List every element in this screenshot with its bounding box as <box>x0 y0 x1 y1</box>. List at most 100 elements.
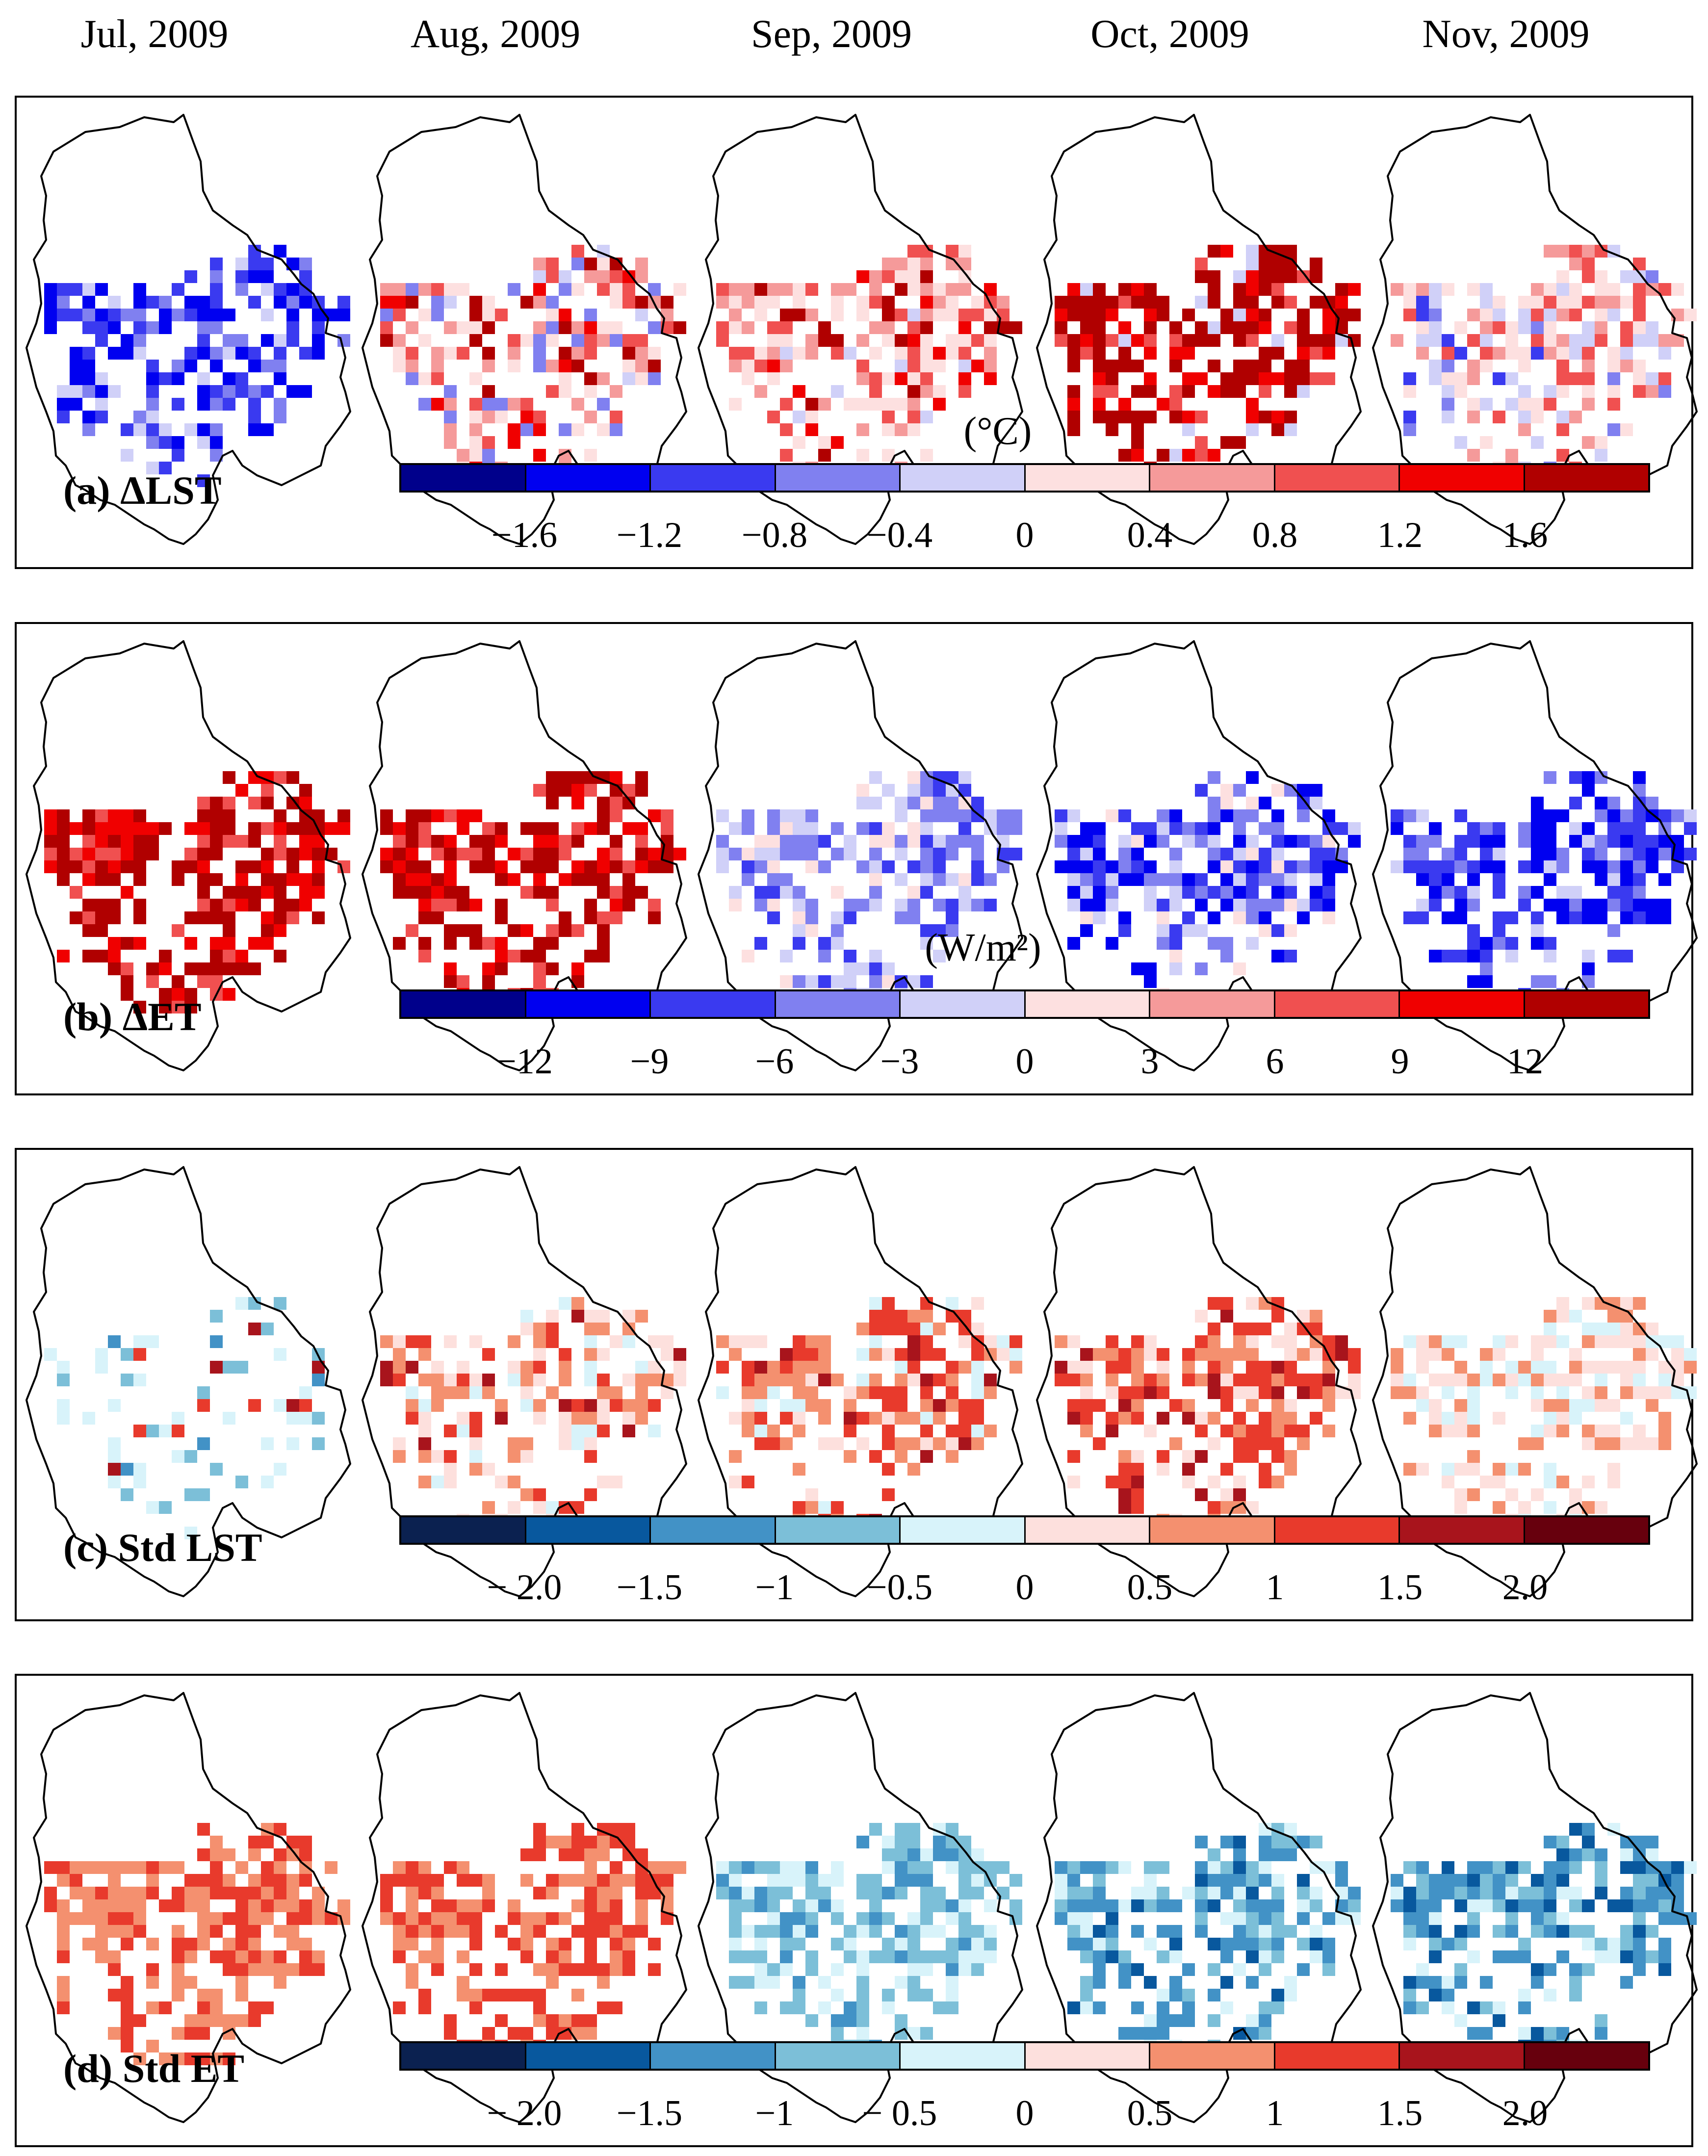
pixel-cell <box>793 1874 805 1887</box>
pixel-cell <box>648 1425 661 1437</box>
pixel-cell <box>716 283 729 296</box>
pixel-cell <box>431 1938 444 1950</box>
pixel-cell <box>716 1386 729 1399</box>
pixel-cell <box>1310 1899 1322 1912</box>
pixel-cell <box>121 1488 133 1501</box>
pixel-cell <box>431 873 444 886</box>
pixel-cell <box>57 1938 70 1950</box>
basin-map <box>1372 640 1698 1071</box>
pixel-cell <box>1220 1488 1233 1501</box>
pixel-cell <box>1633 886 1646 899</box>
pixel-cell <box>223 771 235 784</box>
pixel-cell <box>520 924 533 937</box>
pixel-cell <box>457 1976 469 1989</box>
pixel-cell <box>1093 309 1106 321</box>
colorbar <box>399 989 1650 1019</box>
pixel-cell <box>393 1361 406 1374</box>
pixel-cell <box>1544 822 1556 835</box>
pixel-cell <box>984 899 997 911</box>
pixel-cell <box>133 1476 146 1488</box>
pixel-cell <box>1195 270 1208 283</box>
pixel-cell <box>121 2027 133 2040</box>
pixel-cell <box>1310 258 1322 270</box>
pixel-cell <box>1080 822 1093 835</box>
pixel-cell <box>559 372 571 385</box>
pixel-cell <box>546 822 559 835</box>
pixel-cell <box>1658 1912 1671 1925</box>
pixel-cell <box>920 1323 933 1335</box>
panel-std-et: (d) Std ET − 2.0 −1.5 −1− 0.5 0 0.5 1 1.5 2.0 <box>15 1674 1698 2147</box>
pixel-cell <box>920 309 933 321</box>
pixel-cell <box>907 835 920 848</box>
pixel-cell <box>571 360 584 372</box>
pixel-cell <box>971 899 984 911</box>
pixel-cell <box>1259 1938 1271 1950</box>
pixel-cell <box>1335 1861 1348 1874</box>
pixel-cell <box>1259 899 1271 911</box>
pixel-cell <box>856 1976 869 1989</box>
pixel-cell <box>907 258 920 270</box>
pixel-cell <box>1271 924 1284 937</box>
pixel-cell <box>1310 270 1322 283</box>
pixel-cell <box>1480 321 1493 334</box>
pixel-cell <box>1233 873 1246 886</box>
pixel-cell <box>584 1899 597 1912</box>
colorbar-segment <box>401 991 526 1017</box>
pixel-cell <box>571 822 584 835</box>
pixel-cell <box>1582 1297 1595 1310</box>
pixel-cell <box>831 1912 844 1925</box>
pixel-cell <box>971 797 984 809</box>
pixel-cell <box>1144 347 1157 360</box>
pixel-cell <box>648 360 661 372</box>
pixel-cell <box>831 1963 844 1976</box>
pixel-cell <box>1454 848 1467 860</box>
pixel-cell <box>274 873 286 886</box>
pixel-cell <box>635 347 648 360</box>
pixel-cell <box>1429 873 1442 886</box>
pixel-cell <box>1544 1399 1556 1412</box>
pixel-cell <box>159 822 172 835</box>
pixel-cell <box>1671 283 1684 296</box>
pixel-cell <box>286 1412 299 1425</box>
pixel-cell <box>1259 1386 1271 1399</box>
pixel-cell <box>482 937 495 950</box>
pixel-cell <box>1322 1912 1335 1925</box>
pixel-cell <box>1348 1912 1361 1925</box>
pixel-cell <box>1442 1938 1454 1950</box>
pixel-cell <box>108 848 121 860</box>
pixel-cell <box>1582 962 1595 975</box>
pixel-cell <box>946 1361 958 1374</box>
pixel-cell <box>844 899 856 911</box>
pixel-cell <box>210 1887 223 1899</box>
pixel-cell <box>869 1297 882 1310</box>
pixel-cell <box>610 886 622 899</box>
pixel-cell <box>1259 309 1271 321</box>
pixel-cell <box>431 1386 444 1399</box>
pixel-cell <box>729 283 742 296</box>
pixel-cell <box>1480 1374 1493 1386</box>
pixel-cell <box>920 2027 933 2040</box>
pixel-cell <box>729 1938 742 1950</box>
pixel-cell <box>1544 950 1556 962</box>
pixel-cell <box>44 822 57 835</box>
pixel-cell <box>1093 411 1106 423</box>
pixel-cell <box>1442 347 1454 360</box>
pixel-cell <box>1118 347 1131 360</box>
pixel-cell <box>780 423 793 436</box>
pixel-cell <box>1220 899 1233 911</box>
pixel-cell <box>584 270 597 283</box>
pixel-cell <box>1093 1925 1106 1938</box>
pixel-cell <box>946 309 958 321</box>
pixel-cell <box>1403 1412 1416 1425</box>
pixel-cell <box>1131 296 1144 309</box>
pixel-cell <box>1442 411 1454 423</box>
pixel-cell <box>1220 1374 1233 1386</box>
pixel-cell <box>1208 1899 1220 1912</box>
pixel-cell <box>1429 1399 1442 1412</box>
pixel-cell <box>393 334 406 347</box>
pixel-cell <box>610 1912 622 1925</box>
pixel-cell <box>121 423 133 436</box>
pixel-cell <box>223 2052 235 2065</box>
pixel-cell <box>1246 423 1259 436</box>
pixel-cell <box>559 1437 571 1450</box>
